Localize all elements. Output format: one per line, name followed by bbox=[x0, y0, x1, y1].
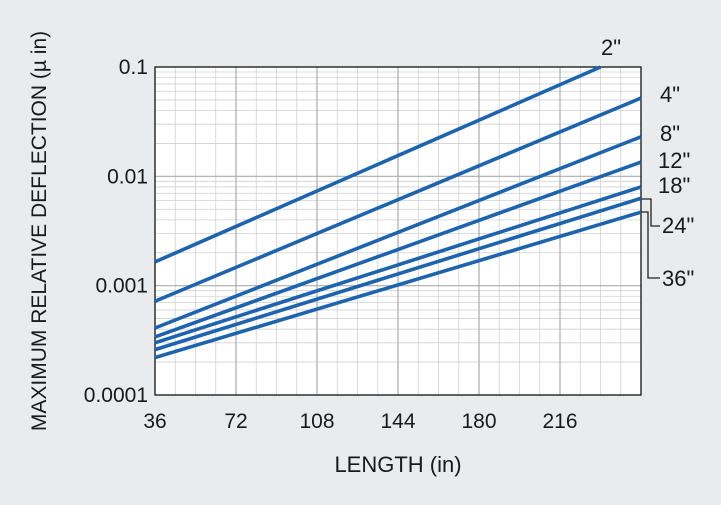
label-leader-36 bbox=[641, 211, 660, 279]
x-tick-label: 216 bbox=[542, 410, 577, 433]
series-lines bbox=[154, 65, 642, 360]
series-line bbox=[154, 96, 642, 303]
series-label: 8" bbox=[660, 121, 680, 146]
y-tick-label: 0.001 bbox=[95, 275, 148, 298]
x-tick-labels: 36 72 108 144 180 216 bbox=[143, 410, 577, 433]
label-leader-24 bbox=[641, 198, 660, 227]
series-label: 4" bbox=[660, 82, 680, 107]
series-label: 12" bbox=[658, 148, 690, 173]
series-label: 2" bbox=[601, 35, 621, 60]
series-label: 24" bbox=[662, 213, 694, 238]
x-tick-label: 108 bbox=[299, 410, 334, 433]
series-label: 18" bbox=[658, 173, 690, 198]
x-tick-label: 72 bbox=[224, 410, 247, 433]
x-tick-label: 180 bbox=[461, 410, 496, 433]
series-line bbox=[154, 185, 642, 345]
series-line bbox=[154, 160, 642, 339]
series-line bbox=[154, 196, 642, 352]
plot-frame bbox=[154, 66, 642, 396]
series-line bbox=[154, 65, 602, 264]
series-line bbox=[154, 210, 642, 360]
series-end-labels: 2" 4" 8"12"18" 24" 36" bbox=[601, 35, 694, 291]
y-tick-label: 0.01 bbox=[107, 165, 148, 188]
x-tick-label: 144 bbox=[380, 410, 415, 433]
x-axis-label: LENGTH (in) bbox=[334, 452, 461, 477]
y-tick-label: 0.0001 bbox=[84, 384, 148, 407]
y-axis-label: MAXIMUM RELATIVE DEFLECTION (µ in) bbox=[28, 31, 51, 431]
y-tick-label: 0.1 bbox=[119, 56, 148, 79]
y-tick-labels: 0.0001 0.001 0.01 0.1 bbox=[84, 56, 148, 407]
x-tick-label: 36 bbox=[143, 410, 166, 433]
series-line bbox=[154, 135, 642, 330]
series-label: 36" bbox=[662, 266, 694, 291]
